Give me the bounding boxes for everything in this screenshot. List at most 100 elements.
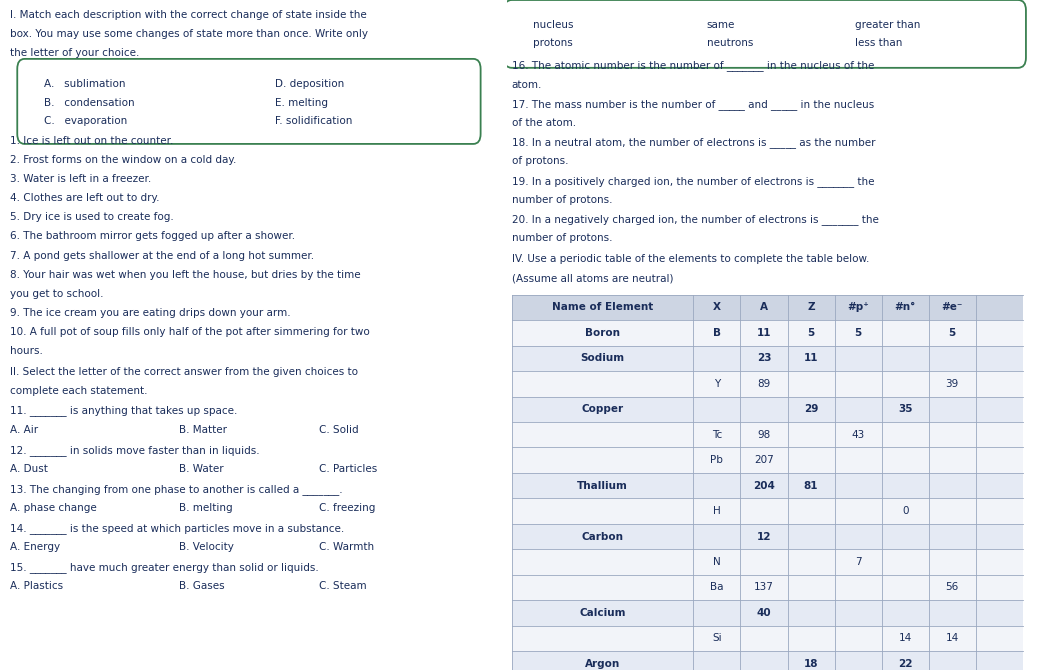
Text: 11: 11 — [803, 353, 818, 363]
Text: 11. _______ is anything that takes up space.: 11. _______ is anything that takes up sp… — [10, 405, 238, 416]
Text: 81: 81 — [803, 480, 818, 490]
FancyBboxPatch shape — [18, 59, 481, 144]
Text: IV. Use a periodic table of the elements to complete the table below.: IV. Use a periodic table of the elements… — [512, 255, 869, 265]
Text: number of protons.: number of protons. — [512, 195, 612, 205]
Text: Pb: Pb — [710, 455, 723, 465]
Text: X: X — [713, 302, 721, 312]
Text: Copper: Copper — [581, 404, 624, 414]
FancyBboxPatch shape — [512, 320, 1023, 346]
Text: 43: 43 — [851, 429, 865, 440]
FancyBboxPatch shape — [512, 346, 1023, 371]
Text: 8. Your hair was wet when you left the house, but dries by the time: 8. Your hair was wet when you left the h… — [10, 269, 360, 279]
Text: A. Dust: A. Dust — [10, 464, 48, 474]
Text: 5: 5 — [808, 328, 815, 338]
FancyBboxPatch shape — [512, 397, 1023, 422]
FancyBboxPatch shape — [512, 448, 1023, 473]
Text: B. Matter: B. Matter — [179, 425, 227, 435]
Text: 7. A pond gets shallower at the end of a long hot summer.: 7. A pond gets shallower at the end of a… — [10, 251, 315, 261]
Text: 35: 35 — [898, 404, 912, 414]
Text: B. Gases: B. Gases — [179, 581, 224, 591]
Text: 5: 5 — [854, 328, 862, 338]
Text: C. freezing: C. freezing — [319, 503, 376, 513]
Text: (Assume all atoms are neutral): (Assume all atoms are neutral) — [512, 273, 674, 283]
Text: of the atom.: of the atom. — [512, 118, 576, 128]
Text: 5: 5 — [949, 328, 956, 338]
Text: B. melting: B. melting — [179, 503, 233, 513]
Text: Calcium: Calcium — [579, 608, 626, 618]
Text: you get to school.: you get to school. — [10, 289, 104, 299]
Text: #e⁻: #e⁻ — [941, 302, 963, 312]
Text: H: H — [713, 506, 720, 516]
FancyBboxPatch shape — [512, 651, 1023, 670]
Text: F. solidification: F. solidification — [275, 116, 353, 126]
Text: number of protons.: number of protons. — [512, 233, 612, 243]
FancyBboxPatch shape — [512, 575, 1023, 600]
Text: Carbon: Carbon — [581, 531, 624, 541]
Text: II. Select the letter of the correct answer from the given choices to: II. Select the letter of the correct ans… — [10, 366, 358, 377]
Text: 18. In a neutral atom, the number of electrons is _____ as the number: 18. In a neutral atom, the number of ele… — [512, 137, 875, 148]
Text: Y: Y — [714, 379, 720, 389]
Text: D. deposition: D. deposition — [275, 80, 345, 90]
Text: 10. A full pot of soup fills only half of the pot after simmering for two: 10. A full pot of soup fills only half o… — [10, 327, 370, 337]
Text: A. phase change: A. phase change — [10, 503, 97, 513]
Text: I. Match each description with the correct change of state inside the: I. Match each description with the corre… — [10, 10, 366, 20]
Text: 89: 89 — [758, 379, 770, 389]
Text: atom.: atom. — [512, 80, 542, 90]
Text: 5. Dry ice is used to create fog.: 5. Dry ice is used to create fog. — [10, 212, 173, 222]
Text: B. Water: B. Water — [179, 464, 223, 474]
Text: A. Energy: A. Energy — [10, 542, 60, 552]
FancyBboxPatch shape — [512, 295, 1023, 320]
Text: C. Particles: C. Particles — [319, 464, 377, 474]
Text: nucleus: nucleus — [532, 19, 573, 29]
FancyBboxPatch shape — [512, 600, 1023, 626]
Text: 207: 207 — [754, 455, 774, 465]
Text: B. Velocity: B. Velocity — [179, 542, 234, 552]
Text: Sodium: Sodium — [580, 353, 625, 363]
Text: 56: 56 — [946, 582, 959, 592]
Text: #n°: #n° — [895, 302, 916, 312]
Text: 22: 22 — [898, 659, 912, 669]
Text: #p⁺: #p⁺ — [847, 302, 869, 312]
Text: Name of Element: Name of Element — [552, 302, 653, 312]
Text: 12: 12 — [757, 531, 771, 541]
Text: 12. _______ in solids move faster than in liquids.: 12. _______ in solids move faster than i… — [10, 445, 260, 456]
Text: complete each statement.: complete each statement. — [10, 386, 147, 396]
Text: greater than: greater than — [854, 19, 920, 29]
Text: 14. _______ is the speed at which particles move in a substance.: 14. _______ is the speed at which partic… — [10, 523, 345, 534]
Text: 98: 98 — [758, 429, 770, 440]
Text: C.   evaporation: C. evaporation — [44, 116, 127, 126]
Text: 23: 23 — [757, 353, 771, 363]
FancyBboxPatch shape — [503, 0, 1026, 68]
Text: 14: 14 — [899, 633, 911, 643]
FancyBboxPatch shape — [512, 422, 1023, 448]
Text: 4. Clothes are left out to dry.: 4. Clothes are left out to dry. — [10, 193, 160, 203]
Text: 137: 137 — [754, 582, 774, 592]
Text: 14: 14 — [946, 633, 959, 643]
Text: 2. Frost forms on the window on a cold day.: 2. Frost forms on the window on a cold d… — [10, 155, 237, 165]
Text: Z: Z — [808, 302, 815, 312]
Text: Si: Si — [712, 633, 721, 643]
Text: Boron: Boron — [585, 328, 620, 338]
Text: N: N — [713, 557, 720, 567]
Text: B: B — [713, 328, 721, 338]
Text: Argon: Argon — [585, 659, 621, 669]
Text: 19. In a positively charged ion, the number of electrons is _______ the: 19. In a positively charged ion, the num… — [512, 176, 874, 187]
FancyBboxPatch shape — [512, 626, 1023, 651]
Text: hours.: hours. — [10, 346, 43, 356]
Text: box. You may use some changes of state more than once. Write only: box. You may use some changes of state m… — [10, 29, 368, 39]
Text: A. Plastics: A. Plastics — [10, 581, 63, 591]
Text: 39: 39 — [946, 379, 959, 389]
Text: 9. The ice cream you are eating drips down your arm.: 9. The ice cream you are eating drips do… — [10, 308, 291, 318]
Text: Tc: Tc — [712, 429, 722, 440]
Text: A.   sublimation: A. sublimation — [44, 80, 126, 90]
Text: 7: 7 — [854, 557, 862, 567]
Text: 17. The mass number is the number of _____ and _____ in the nucleus: 17. The mass number is the number of ___… — [512, 99, 874, 110]
Text: 11: 11 — [757, 328, 771, 338]
FancyBboxPatch shape — [512, 524, 1023, 549]
Text: B.   condensation: B. condensation — [44, 98, 135, 108]
Text: protons: protons — [532, 38, 573, 48]
Text: same: same — [707, 19, 735, 29]
Text: of protons.: of protons. — [512, 157, 569, 166]
Text: A: A — [760, 302, 768, 312]
Text: the letter of your choice.: the letter of your choice. — [10, 48, 139, 58]
